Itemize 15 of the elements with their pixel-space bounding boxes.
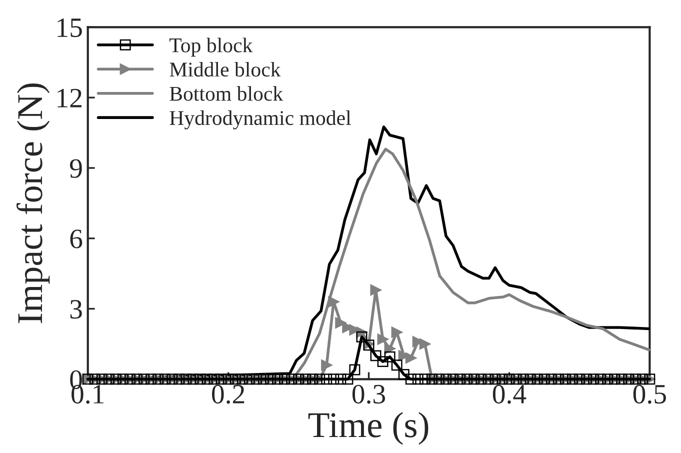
- x-tick-label: 0.3: [352, 384, 386, 404]
- x-tick-label: 0.2: [212, 384, 244, 404]
- x-axis-title: Time (s): [308, 412, 428, 445]
- legend-label: Hydrodynamic model: [170, 110, 351, 130]
- x-tick-label: 0.5: [633, 384, 666, 404]
- y-tick-label: 3: [70, 300, 82, 319]
- y-tick-label: 12: [58, 88, 82, 108]
- y-tick-label: 6: [70, 230, 82, 248]
- y-tick-label: 9: [70, 159, 82, 178]
- legend-label: Top block: [169, 38, 253, 57]
- x-tick-label: 0.4: [492, 384, 526, 404]
- legend-label: Middle block: [170, 62, 281, 77]
- legend-label: Bottom block: [170, 86, 284, 101]
- y-axis-title: Impact force (N): [16, 83, 50, 324]
- y-tick-label: 15: [58, 18, 82, 38]
